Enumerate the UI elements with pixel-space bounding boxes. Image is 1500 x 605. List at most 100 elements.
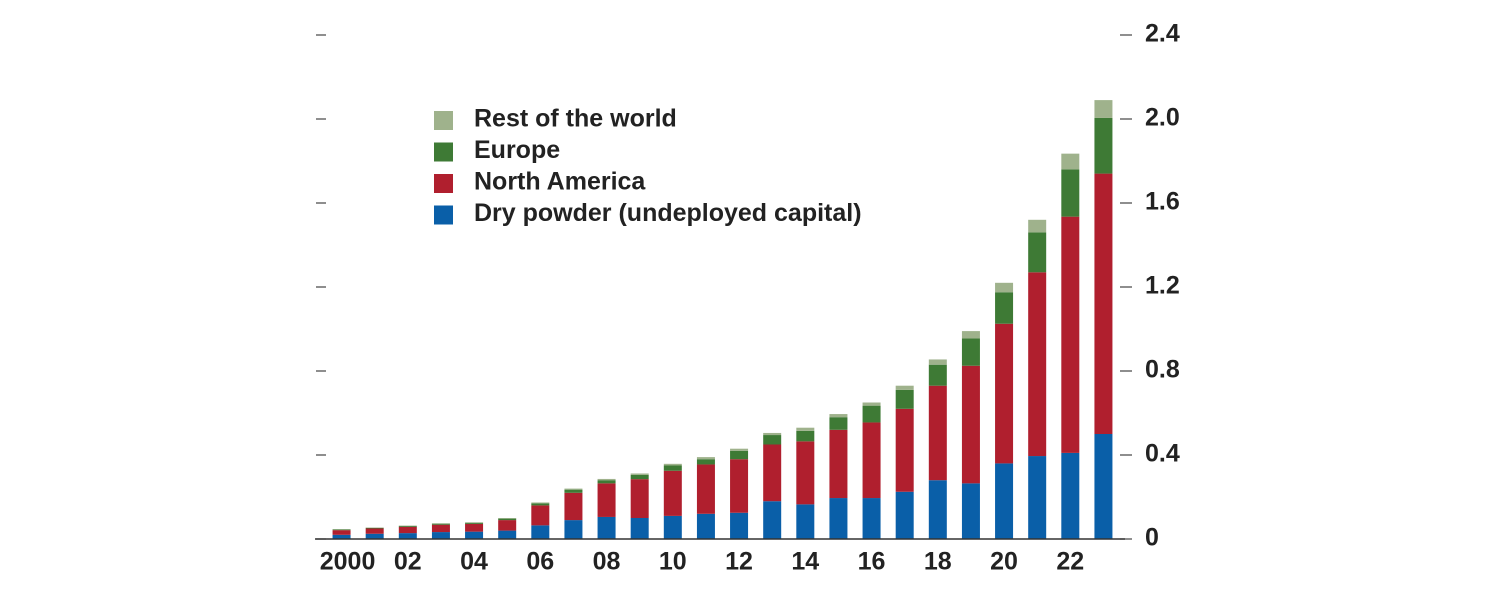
bar-segment [432,532,450,539]
bar-segment [796,428,814,431]
bar-segment [631,475,649,479]
legend-swatch [434,143,453,162]
legend-label: North America [474,168,646,196]
legend-label: Dry powder (undeployed capital) [474,199,862,227]
x-tick-label: 2000 [320,548,376,576]
legend-swatch [434,174,453,193]
bar-segment [1094,434,1112,539]
bar-segment [631,479,649,518]
bar-segment [598,480,616,483]
bar-segment [564,490,582,493]
legend-label: Europe [474,136,560,164]
x-tick-label: 06 [526,548,554,576]
bar-segment [929,365,947,386]
bar-segment [863,403,881,406]
legend-label: Rest of the world [474,105,677,133]
bar-segment [962,483,980,539]
bar-segment [333,530,351,531]
x-tick-label: 20 [990,548,1018,576]
x-tick-label: 22 [1056,548,1084,576]
bar-segment [863,422,881,498]
bar-segment [664,464,682,466]
bar-segment [432,525,450,532]
bar-segment [498,519,516,520]
bar-segment [598,479,616,480]
bar-segment [763,501,781,539]
bar-segment [432,524,450,525]
bar-segment [366,529,384,534]
bar-segment [995,463,1013,539]
bar-segment [498,520,516,531]
bar-segment [399,533,417,539]
bar-segment [366,534,384,539]
bar-segment [863,406,881,423]
bar-segment [399,527,417,533]
bar-segment [929,386,947,481]
bar-segment [564,489,582,490]
bar-segment [829,417,847,430]
bar-segment [498,518,516,519]
bar-segment [896,409,914,492]
y-tick-label: 0 [1145,524,1159,552]
bar-segment [465,532,483,539]
bar-segment [829,498,847,539]
bar-segment [465,524,483,532]
bar-segment [531,525,549,539]
bar-segment [829,430,847,498]
bar-segment [730,513,748,539]
bar-segment [829,414,847,417]
bar-segment [796,441,814,504]
bar-segment [399,526,417,527]
bar-segment [1028,220,1046,233]
bar-segment [1094,118,1112,174]
bar-segment [962,331,980,338]
bar-segment [796,431,814,442]
bar-segment [863,498,881,539]
bar-segment [697,457,715,459]
bar-segment [697,459,715,464]
x-tick-label: 12 [725,548,753,576]
x-tick-label: 18 [924,548,952,576]
x-tick-label: 14 [791,548,819,576]
bar-segment [465,522,483,523]
bar-segment [796,504,814,539]
y-tick-label: 1.2 [1145,272,1180,300]
bar-segment [664,466,682,471]
y-tick-label: 2.4 [1145,20,1180,48]
bar-segment [465,523,483,524]
bar-segment [896,390,914,409]
y-tick-label: 1.6 [1145,188,1180,216]
bar-segment [598,517,616,539]
legend-swatch [434,111,453,130]
bar-segment [1094,100,1112,118]
bar-segment [564,493,582,520]
bar-segment [995,324,1013,464]
bar-segment [896,386,914,390]
y-tick-label: 0.4 [1145,440,1180,468]
bar-segment [995,292,1013,324]
bar-segment [730,459,748,513]
bar-segment [531,502,549,503]
bar-segment [1061,453,1079,539]
bar-segment [763,445,781,502]
bar-segment [1094,174,1112,434]
bar-segment [631,518,649,539]
y-tick-label: 2.0 [1145,104,1180,132]
x-tick-label: 10 [659,548,687,576]
bar-segment [697,464,715,513]
bar-segment [697,514,715,539]
bar-segment [664,471,682,516]
bar-segment [1028,232,1046,272]
x-tick-label: 04 [460,548,488,576]
bar-segment [962,366,980,484]
bar-segment [498,531,516,539]
bar-segment [995,283,1013,292]
x-tick-label: 08 [593,548,621,576]
bar-segment [1061,217,1079,453]
bar-segment [763,435,781,444]
bar-segment [598,483,616,517]
legend-swatch [434,206,453,225]
bar-segment [1028,456,1046,539]
bar-segment [730,451,748,459]
